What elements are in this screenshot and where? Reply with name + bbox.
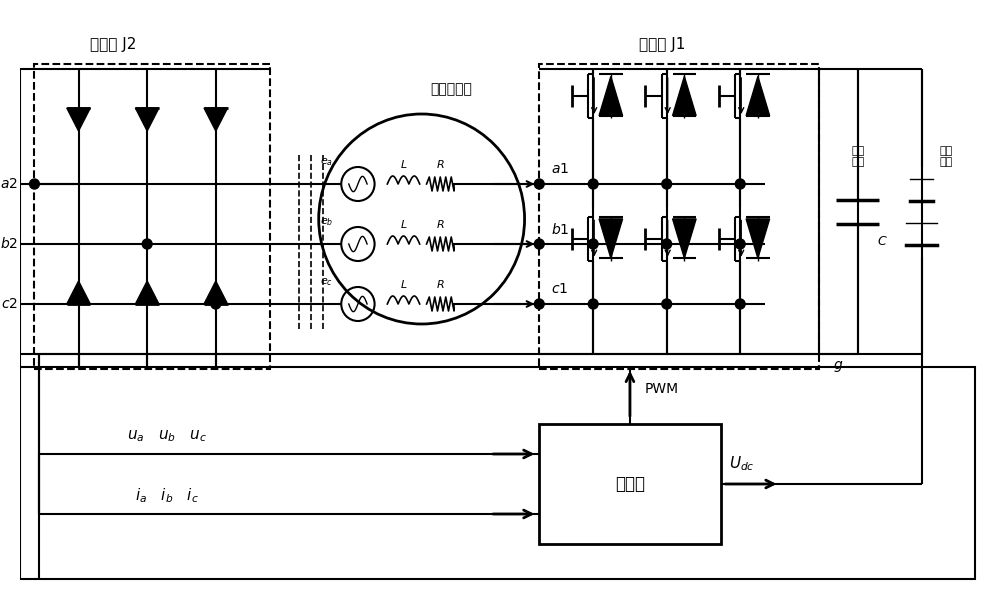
Polygon shape [746, 77, 770, 116]
Text: $R$: $R$ [436, 278, 445, 290]
Circle shape [30, 179, 39, 189]
Circle shape [588, 239, 598, 249]
Circle shape [588, 179, 598, 189]
Polygon shape [204, 281, 228, 304]
Circle shape [735, 299, 745, 309]
Circle shape [735, 179, 745, 189]
Polygon shape [135, 108, 159, 131]
Text: $c1$: $c1$ [551, 282, 568, 296]
Text: $L$: $L$ [400, 218, 407, 230]
Bar [539, 424, 721, 544]
Text: $U_{dc}$: $U_{dc}$ [729, 455, 755, 473]
Circle shape [211, 299, 221, 309]
Bar [20, 367, 975, 579]
Text: 直流
电源: 直流 电源 [939, 146, 953, 167]
Bar [34, 64, 270, 369]
Circle shape [534, 299, 544, 309]
Polygon shape [135, 281, 159, 304]
Bar [539, 64, 819, 369]
Text: $b1$: $b1$ [551, 222, 569, 237]
Text: 变流器 J1: 变流器 J1 [639, 37, 685, 52]
Text: PWM: PWM [645, 382, 679, 396]
Text: 变流器 J2: 变流器 J2 [90, 37, 136, 52]
Circle shape [588, 299, 598, 309]
Circle shape [534, 239, 544, 249]
Circle shape [534, 179, 544, 189]
Circle shape [662, 239, 672, 249]
Text: $C$: $C$ [877, 235, 888, 248]
Circle shape [142, 239, 152, 249]
Text: $L$: $L$ [400, 278, 407, 290]
Text: $g$: $g$ [833, 358, 843, 374]
Text: $u_a$   $u_b$   $u_c$: $u_a$ $u_b$ $u_c$ [127, 428, 207, 444]
Text: $c2$: $c2$ [1, 297, 18, 311]
Text: $i_a$   $i_b$   $i_c$: $i_a$ $i_b$ $i_c$ [135, 486, 199, 506]
Circle shape [662, 299, 672, 309]
Polygon shape [67, 281, 90, 304]
Polygon shape [599, 219, 623, 258]
Polygon shape [204, 108, 228, 131]
Text: $a1$: $a1$ [551, 162, 569, 176]
Text: 开绕组电机: 开绕组电机 [430, 82, 472, 96]
Polygon shape [599, 77, 623, 116]
Text: 母线
电容: 母线 电容 [851, 146, 864, 167]
Polygon shape [673, 219, 696, 258]
Circle shape [662, 179, 672, 189]
Text: $a2$: $a2$ [0, 177, 18, 191]
Text: $R$: $R$ [436, 158, 445, 170]
Text: $e_b$: $e_b$ [320, 216, 333, 228]
Text: $R$: $R$ [436, 218, 445, 230]
Text: $L$: $L$ [400, 158, 407, 170]
Text: $b2$: $b2$ [0, 237, 18, 252]
Polygon shape [746, 219, 770, 258]
Text: 控制器: 控制器 [615, 475, 645, 493]
Circle shape [735, 239, 745, 249]
Polygon shape [67, 108, 90, 131]
Text: $e_a$: $e_a$ [320, 156, 333, 168]
Text: $e_c$: $e_c$ [320, 276, 333, 288]
Polygon shape [673, 77, 696, 116]
